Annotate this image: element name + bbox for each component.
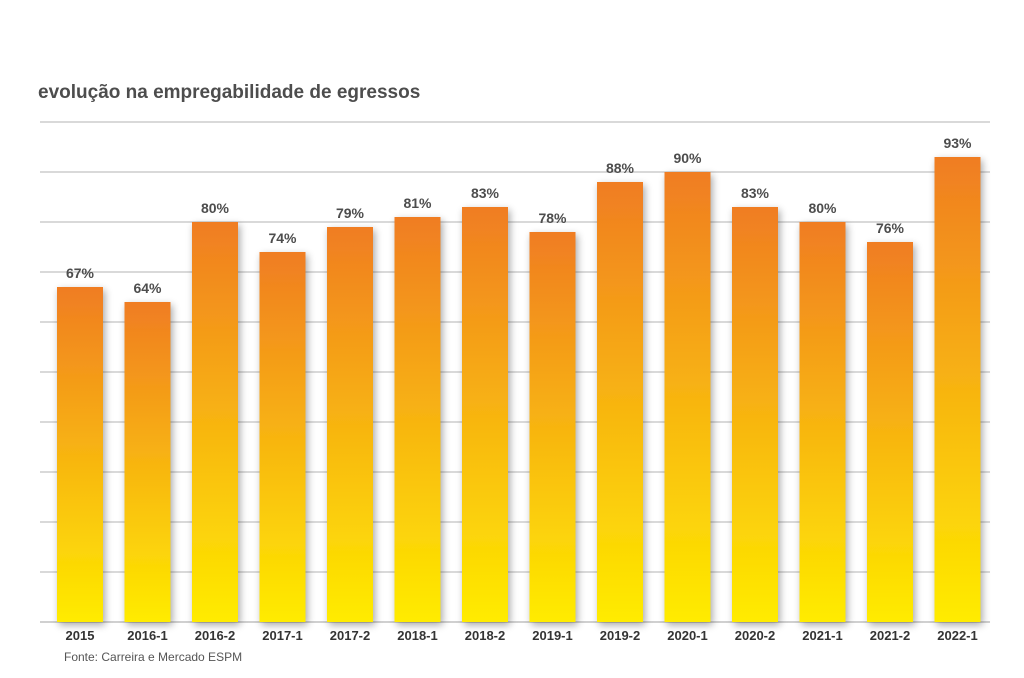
- bar-2019-1: [529, 232, 576, 622]
- bar-2018-2: [462, 207, 508, 622]
- bar-2018-1: [394, 217, 441, 622]
- value-label-2021-2: 76%: [876, 220, 905, 236]
- bars: [57, 157, 981, 622]
- source-note: Fonte: Carreira e Mercado ESPM: [64, 650, 243, 664]
- value-label-2022-1: 93%: [943, 135, 972, 151]
- x-tick-label-2018-2: 2018-2: [465, 628, 505, 643]
- value-labels: 67% 64% 80% 74% 79% 81% 83% 78% 88% 90% 83% 80% 76% 9…: [66, 135, 972, 296]
- bar-2021-2: [867, 242, 913, 622]
- bar-2016-2: [192, 222, 238, 622]
- x-tick-label-2022-1: 2022-1: [937, 628, 977, 643]
- x-tick-label-2021-1: 2021-1: [802, 628, 842, 643]
- value-label-2016-2: 80%: [201, 200, 230, 216]
- value-label-2019-1: 78%: [538, 210, 567, 226]
- x-tick-label-2017-2: 2017-2: [330, 628, 370, 643]
- value-label-2021-1: 80%: [808, 200, 837, 216]
- bar-2021-1: [799, 222, 846, 622]
- value-label-2016-1: 64%: [133, 280, 162, 296]
- bar-2017-2: [327, 227, 373, 622]
- value-label-2017-1: 74%: [268, 230, 297, 246]
- value-label-2020-2: 83%: [741, 185, 770, 201]
- bar-2020-1: [664, 172, 711, 622]
- x-tick-label-2016-1: 2016-1: [127, 628, 167, 643]
- x-tick-label-2016-2: 2016-2: [195, 628, 235, 643]
- gridlines: [40, 121, 990, 623]
- value-label-2015: 67%: [66, 265, 95, 281]
- bar-2019-2: [597, 182, 643, 622]
- value-label-2019-2: 88%: [606, 160, 635, 176]
- chart-title: evolução na empregabilidade de egressos: [38, 82, 421, 103]
- x-tick-label-2015: 2015: [66, 628, 95, 643]
- bar-2017-1: [259, 252, 306, 622]
- x-tick-label-2020-1: 2020-1: [667, 628, 707, 643]
- value-label-2018-1: 81%: [403, 195, 432, 211]
- x-axis-labels: 2015 2016-1 2016-2 2017-1 2017-2 2018-1 2018-2…: [66, 628, 978, 643]
- value-label-2018-2: 83%: [471, 185, 500, 201]
- bar-2022-1: [934, 157, 981, 622]
- x-tick-label-2020-2: 2020-2: [735, 628, 775, 643]
- x-tick-label-2018-1: 2018-1: [397, 628, 437, 643]
- value-label-2020-1: 90%: [673, 150, 702, 166]
- bar-2016-1: [124, 302, 171, 622]
- x-tick-label-2021-2: 2021-2: [870, 628, 910, 643]
- value-label-2017-2: 79%: [336, 205, 365, 221]
- bar-2015: [57, 287, 103, 622]
- x-tick-label-2017-1: 2017-1: [262, 628, 302, 643]
- x-tick-label-2019-2: 2019-2: [600, 628, 640, 643]
- bar-2020-2: [732, 207, 778, 622]
- x-tick-label-2019-1: 2019-1: [532, 628, 572, 643]
